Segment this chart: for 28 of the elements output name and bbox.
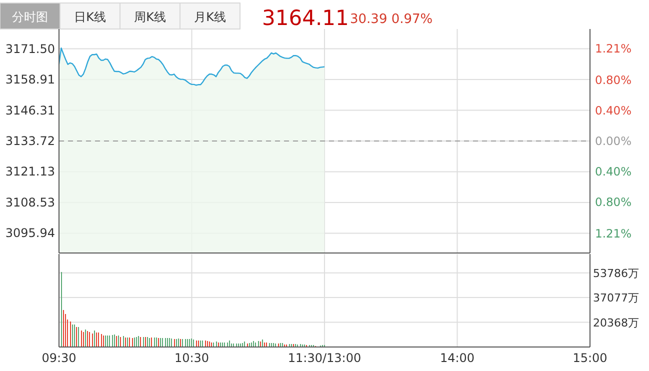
x-tick-label: 10:30 xyxy=(174,351,210,365)
y-tick-label: 3171.50 xyxy=(5,42,55,56)
y2-tick-label: 0.80% xyxy=(595,72,632,87)
y2-tick-label: 1.21% xyxy=(595,41,632,56)
y-tick-label: 3121.13 xyxy=(5,164,55,179)
chart-title: 3164.11 xyxy=(262,6,349,30)
text: 分时图 xyxy=(12,10,48,24)
y-tick-label: 37077万 xyxy=(593,292,639,305)
text: 日K线 xyxy=(74,10,106,24)
y2-tick-label: 0.00% xyxy=(595,134,632,148)
y2-tick-label: 0.80% xyxy=(595,195,632,210)
x-tick-label: 14:00 xyxy=(440,351,475,365)
y-tick-label: 3095.94 xyxy=(5,226,55,240)
x-tick-label: 15:00 xyxy=(572,351,608,365)
y-tick-label: 20368万 xyxy=(593,316,639,330)
y-tick-label: 53786万 xyxy=(593,266,639,280)
text: 周K线 xyxy=(134,10,166,24)
text: 月K线 xyxy=(194,10,226,24)
chart-subtitle: 30.39 0.97% xyxy=(350,12,433,27)
y-tick-label: 3133.72 xyxy=(5,134,55,148)
y2-tick-label: 1.21% xyxy=(595,226,632,241)
y-tick-label: 3146.31 xyxy=(5,103,55,118)
y2-tick-label: 0.40% xyxy=(595,103,632,118)
x-tick-label: 11:30/13:00 xyxy=(288,351,362,365)
y-tick-label: 3108.53 xyxy=(5,195,55,210)
y-tick-label: 3158.91 xyxy=(5,72,55,87)
y2-tick-label: 0.40% xyxy=(595,164,632,179)
x-tick-label: 09:30 xyxy=(42,351,76,365)
